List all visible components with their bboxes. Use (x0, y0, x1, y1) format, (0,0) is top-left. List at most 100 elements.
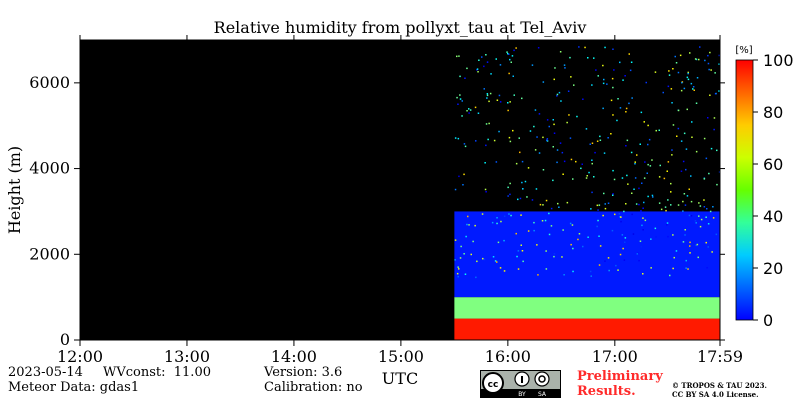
humidity-speckle (707, 62, 710, 65)
humidity-speckle (604, 203, 606, 205)
humidity-speckle (544, 219, 547, 222)
humidity-data-layers (454, 211, 720, 340)
humidity-speckle (556, 161, 558, 164)
humidity-speckle (642, 217, 644, 219)
humidity-speckle (707, 54, 709, 57)
humidity-speckle (680, 140, 683, 142)
copyright-line-2: CC BY SA 4.0 License. (672, 390, 759, 399)
humidity-speckle (625, 145, 627, 147)
humidity-speckle (485, 144, 487, 147)
humidity-speckle (688, 214, 691, 217)
humidity-speckle (703, 199, 705, 201)
humidity-speckle (683, 193, 686, 195)
humidity-speckle (512, 75, 514, 77)
humidity-speckle (703, 206, 706, 208)
humidity-speckle (534, 149, 537, 151)
humidity-speckle (691, 136, 693, 138)
humidity-speckle (559, 51, 562, 53)
humidity-speckle (459, 94, 461, 96)
humidity-speckle (503, 215, 506, 217)
footer-date: 2023-05-14 (8, 365, 83, 380)
humidity-speckle (522, 188, 524, 190)
humidity-speckle (512, 129, 514, 132)
humidity-speckle (687, 268, 689, 270)
humidity-speckle (667, 199, 669, 201)
x-tick-label: 14:00 (271, 347, 317, 366)
humidity-speckle (598, 235, 600, 237)
humidity-speckle (631, 192, 633, 194)
humidity-speckle (546, 140, 549, 142)
humidity-speckle (478, 59, 480, 61)
humidity-speckle (708, 172, 710, 175)
humidity-speckle (491, 221, 494, 224)
humidity-speckle (613, 178, 616, 181)
humidity-speckle (496, 99, 499, 101)
humidity-speckle (685, 148, 688, 150)
humidity-speckle (509, 193, 511, 196)
humidity-speckle (677, 71, 680, 74)
humidity-speckle (561, 151, 564, 154)
humidity-speckle (642, 229, 644, 231)
humidity-speckle (693, 89, 695, 91)
colorbar-ticks: 0 20 40 60 80 100 (753, 51, 794, 330)
humidity-speckle (517, 250, 520, 252)
humidity-speckle (533, 221, 535, 224)
humidity-speckle (591, 142, 594, 144)
humidity-speckle (666, 224, 668, 226)
humidity-speckle (668, 74, 671, 76)
humidity-speckle (643, 177, 646, 179)
humidity-speckle (513, 49, 515, 52)
humidity-speckle (642, 207, 644, 209)
humidity-speckle (467, 215, 469, 218)
humidity-speckle (709, 210, 712, 213)
humidity-speckle (690, 200, 693, 203)
humidity-speckle (625, 203, 627, 205)
humidity-speckle (707, 223, 710, 225)
humidity-speckle (606, 83, 608, 85)
humidity-speckle (498, 130, 500, 133)
humidity-speckle (548, 125, 550, 128)
y-axis-label: Height (m) (5, 146, 24, 234)
humidity-speckle (630, 151, 633, 154)
humidity-speckle (660, 208, 663, 211)
humidity-speckle (562, 173, 564, 175)
humidity-speckle (553, 132, 556, 134)
humidity-speckle (522, 260, 524, 263)
humidity-speckle (682, 210, 684, 212)
humidity-speckle (495, 161, 498, 163)
humidity-speckle (542, 169, 545, 171)
humidity-speckle (493, 139, 496, 142)
humidity-speckle (695, 244, 697, 247)
humidity-speckle (496, 261, 498, 263)
humidity-speckle (664, 206, 667, 208)
footer-version: Version: 3.6 (264, 365, 343, 380)
humidity-speckle (616, 119, 618, 122)
humidity-speckle (666, 170, 668, 172)
humidity-speckle (713, 128, 715, 131)
y-tick-label: 2000 (29, 244, 70, 263)
x-tick-label: 13:00 (164, 347, 210, 366)
humidity-speckle (472, 240, 474, 243)
humidity-speckle (611, 229, 614, 232)
humidity-speckle (588, 171, 590, 174)
humidity-speckle (468, 108, 470, 110)
humidity-speckle (566, 201, 569, 204)
humidity-speckle (556, 95, 558, 97)
humidity-speckle (572, 247, 574, 250)
humidity-speckle (487, 138, 489, 141)
humidity-speckle (496, 217, 498, 219)
humidity-speckle (612, 193, 614, 195)
humidity-speckle (698, 58, 700, 61)
humidity-speckle (459, 98, 462, 100)
humidity-speckle (572, 178, 574, 180)
humidity-speckle (557, 202, 559, 205)
svg-text:cc: cc (488, 380, 499, 390)
humidity-speckle (568, 114, 570, 116)
humidity-speckle (456, 96, 458, 99)
copyright-line-1: © TROPOS & TAU 2023. (672, 381, 767, 390)
humidity-speckle (519, 151, 521, 154)
humidity-speckle (640, 210, 642, 212)
humidity-speckle (464, 273, 467, 275)
humidity-speckle (553, 253, 556, 255)
humidity-speckle (587, 57, 589, 59)
